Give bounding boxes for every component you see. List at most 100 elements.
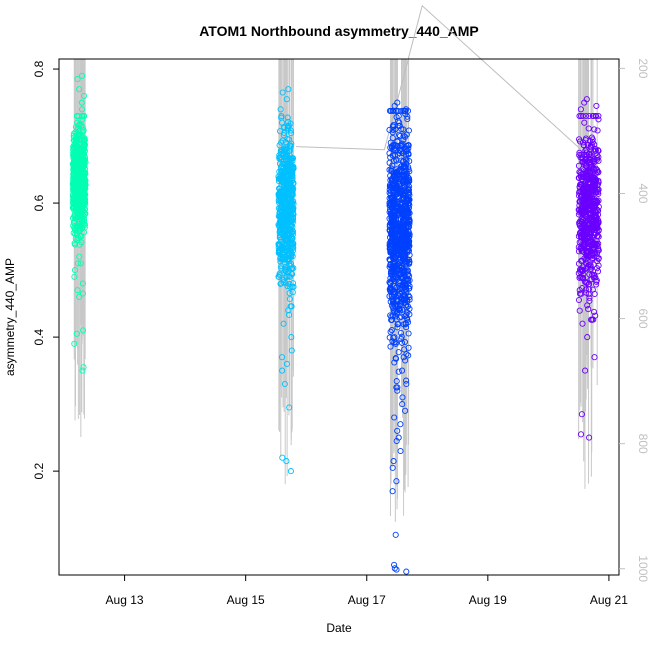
data-point [397,329,404,336]
data-point [400,126,407,133]
data-point [285,273,292,280]
data-point [71,273,78,280]
data-point [401,296,408,303]
data-point [394,191,401,198]
data-point [581,119,588,126]
data-point [576,274,583,281]
data-point [594,224,601,231]
data-point [402,156,409,163]
data-point [391,220,398,227]
data-point [585,183,592,191]
data-point [393,437,400,445]
data-point [589,180,596,187]
data-point [399,367,406,374]
data-point [75,225,83,232]
data-point [80,127,87,134]
data-point [403,304,410,311]
data-point [391,250,398,257]
data-point [403,324,410,331]
data-point [76,86,83,93]
data-point [588,134,595,141]
data-point [403,145,410,152]
data-point [387,239,394,246]
data-point [586,297,593,304]
data-point [278,112,285,120]
data-point [578,247,585,254]
data-point [405,200,412,207]
x-tick-label: Aug 17 [348,593,386,607]
data-point [72,206,79,213]
data-point [386,223,393,230]
data-point [284,123,291,130]
data-point [403,282,410,289]
data-point [393,566,400,573]
right-axis: 200 400 600 800 1000 [619,58,650,582]
data-point [286,136,293,143]
data-point [396,131,403,138]
data-point [77,179,84,186]
data-point [278,263,285,270]
data-point [389,228,396,235]
y-tick-label: 0.8 [32,60,46,77]
data-point [74,168,82,175]
data-point [288,212,295,219]
data-point [77,209,84,216]
right-tick-label: 400 [636,183,650,203]
data-point [587,263,594,270]
data-point [289,169,296,176]
data-point [394,324,401,331]
data-point [400,136,407,143]
data-point [400,299,407,306]
data-point [72,141,79,149]
data-point [279,89,286,96]
data-point [580,226,587,233]
data-point [284,212,291,219]
data-point [280,132,287,139]
data-point [275,273,283,281]
data-point [286,404,293,411]
data-point [581,236,588,243]
data-point [80,150,87,157]
data-point [283,236,290,243]
data-point [282,167,289,174]
data-point [401,205,408,212]
data-point [586,294,593,301]
data-point [288,199,295,206]
data-point [583,96,590,103]
data-point [288,252,295,259]
y-tick-label: 0.4 [32,328,46,345]
data-point [396,119,403,126]
data-point [398,165,405,172]
data-point [73,150,80,157]
data-point [280,256,287,263]
data-point [582,367,589,374]
data-point [74,287,81,294]
data-point [395,112,402,120]
data-point [387,343,394,350]
data-point [289,280,297,287]
data-point [593,278,600,285]
data-point [578,411,585,418]
data-point [402,407,409,414]
data-point [582,180,589,187]
data-point [388,313,395,320]
data-point [580,264,587,271]
data-point [402,188,409,195]
data-point [398,313,405,320]
x-axis: Aug 13 Aug 15 Aug 17 Aug 19 Aug 21 [106,575,628,607]
data-point [70,219,77,226]
data-point [75,216,82,223]
data-point [79,124,86,131]
data-point [391,102,398,109]
data-point [288,166,295,173]
data-point [404,236,411,243]
data-points [69,72,602,575]
data-point [387,191,394,198]
data-point [406,311,413,318]
data-point [386,287,394,294]
data-point [591,240,598,247]
data-point [585,261,592,269]
data-point [400,163,407,170]
data-point [387,268,395,275]
data-point [281,380,288,388]
